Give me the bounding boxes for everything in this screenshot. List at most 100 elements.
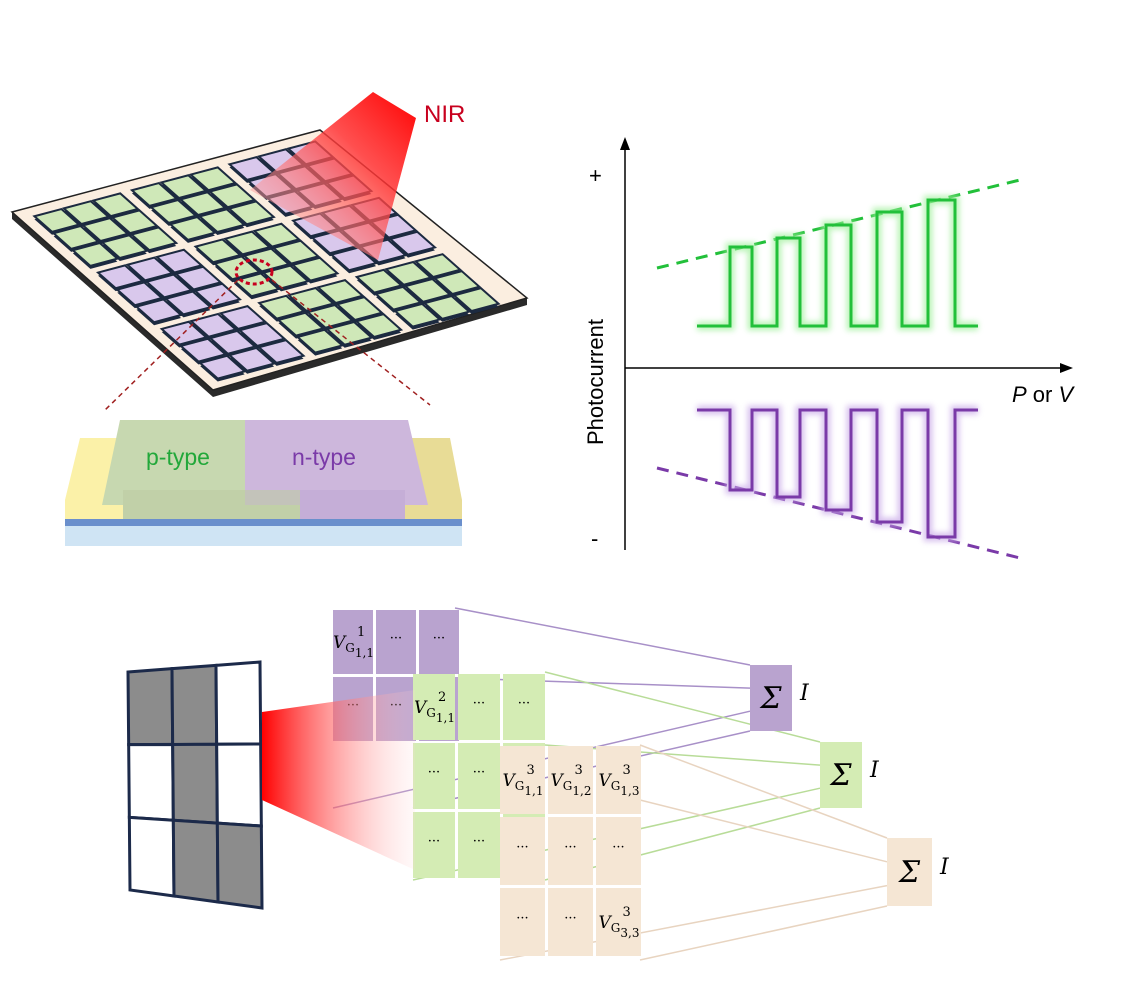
kernel-cell-bg	[458, 743, 500, 809]
pixel	[193, 282, 242, 308]
kernel-cell-bg	[500, 746, 545, 814]
ellipsis-label: ···	[390, 631, 402, 646]
subarray-purple	[159, 305, 306, 382]
minus-label: -	[591, 526, 598, 551]
kernel-cell: ···	[458, 674, 500, 740]
pixel	[388, 230, 438, 256]
board-side	[12, 212, 527, 397]
pixel	[451, 287, 501, 313]
connection-line	[639, 744, 888, 839]
input-cell-on	[170, 663, 219, 746]
input-cell-on	[171, 742, 219, 825]
gate-voltage-label: VG1,1	[503, 771, 544, 798]
input-cell-on	[126, 667, 175, 747]
sum-symbol: Σ	[829, 758, 852, 793]
kernel-cell: ···	[548, 817, 593, 885]
label-sup: 3	[575, 763, 583, 778]
sum-box	[887, 838, 932, 906]
negative-pulse-train	[697, 408, 978, 539]
gate-voltage-label: VG1,3	[599, 771, 640, 798]
positive-pulse-glow	[697, 195, 978, 331]
gate-voltage-label: VG3,3	[599, 913, 640, 940]
pixel	[290, 256, 340, 282]
ellipsis-label: ···	[518, 696, 530, 711]
kernel-cell: ···	[548, 888, 593, 956]
label-index: 1,3	[620, 784, 639, 798]
ellipsis-label: ···	[473, 834, 485, 849]
pixel	[218, 305, 268, 330]
projection-beam	[262, 690, 415, 870]
label-sup: 3	[623, 763, 631, 778]
subarray-green	[257, 279, 404, 356]
nir-beam	[250, 92, 416, 260]
kernel-cell-bg	[548, 817, 593, 885]
kernel-cell: VG1,23	[548, 746, 593, 814]
kernel-cell-bg	[413, 743, 455, 809]
kernel-cell: VG1,12	[413, 674, 455, 740]
x-axis-arrow	[1060, 363, 1073, 373]
sum-box	[820, 742, 862, 808]
gate-voltage-label: VG1,1	[333, 633, 374, 660]
y-axis-label: Photocurrent	[583, 319, 608, 445]
kernel-cell-bg	[596, 817, 641, 885]
kernel-cell-bg	[413, 812, 455, 878]
kernel-cell-bg	[500, 888, 545, 956]
negative-pulse-glow	[697, 405, 978, 542]
subarray-purple	[95, 248, 242, 326]
kernel-cell: VG1,13	[500, 746, 545, 814]
label-base: V	[333, 633, 347, 653]
n-type-lower	[300, 490, 405, 519]
kernel-cell-bg	[333, 610, 373, 674]
pixel	[413, 253, 463, 279]
kernel-cell: ···	[376, 610, 416, 674]
label-sub: G	[426, 706, 436, 720]
selected-pixel-marker	[234, 258, 274, 286]
pixel	[110, 209, 160, 235]
pn-junction-cross-section: p-type n-type	[65, 420, 462, 546]
pixel	[252, 222, 302, 248]
kernel-cell-bg	[458, 674, 500, 740]
input-cell-off	[127, 742, 175, 822]
ellipsis-label: ···	[473, 696, 485, 711]
sum-symbol: Σ	[759, 681, 782, 716]
connection-line	[639, 799, 888, 863]
kernel-cell: VG3,33	[596, 888, 641, 956]
x-label-or: or	[1027, 382, 1059, 407]
pixel	[129, 226, 179, 252]
pixel	[256, 339, 306, 364]
label-index: 1,1	[524, 784, 543, 798]
pixel	[174, 265, 223, 291]
kernel-layer-2: VG1,12 ··· ······ ······ ···	[413, 674, 545, 878]
label-sub: G	[611, 921, 621, 935]
y-axis-arrow	[620, 137, 630, 150]
kernel-cell-bg	[596, 746, 641, 814]
nir-label: NIR	[424, 101, 465, 128]
sum-box	[750, 665, 792, 731]
pixel	[432, 270, 482, 296]
pixel	[271, 239, 321, 265]
label-sub: G	[611, 779, 621, 793]
subarray-green	[32, 192, 179, 269]
ellipsis-label: ···	[516, 840, 528, 855]
kernel-cell-bg	[548, 888, 593, 956]
kernel-cell: ···	[419, 610, 459, 674]
kernel-cell: ···	[458, 743, 500, 809]
input-cell-on	[171, 818, 220, 904]
input-pattern-grid	[126, 660, 264, 910]
pixel	[188, 166, 238, 192]
kernel-cell-bg	[548, 746, 593, 814]
label-sub: G	[563, 779, 573, 793]
sum-outputs: Σ IΣ IΣ I	[750, 665, 950, 906]
label-index: 3,3	[620, 926, 639, 940]
zoom-line-right	[271, 279, 431, 406]
kernel-cell: ···	[596, 817, 641, 885]
kernel-cell: ···	[458, 812, 500, 878]
kernel-cell: VG1,33	[596, 746, 641, 814]
p-type-lower	[123, 490, 300, 519]
kernel-cell: ···	[503, 674, 545, 740]
pixel	[316, 279, 365, 305]
input-cell-off	[215, 742, 263, 828]
